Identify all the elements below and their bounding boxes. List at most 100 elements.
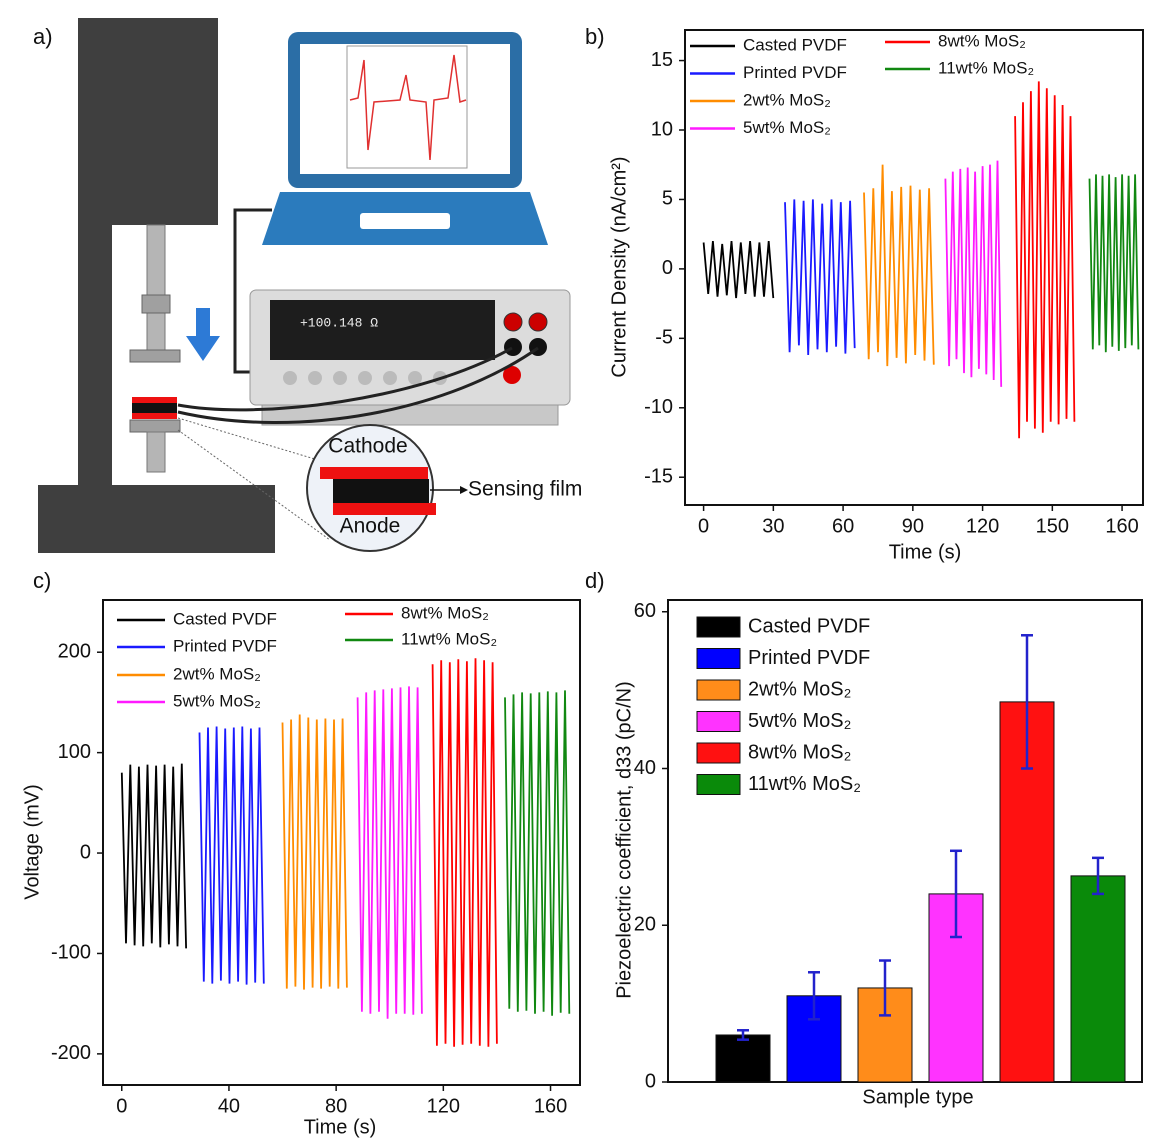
x-tick-label: 60 — [832, 515, 854, 537]
legend-swatch — [696, 679, 741, 701]
y-tick-label: 20 — [634, 914, 656, 936]
y-tick-label: -100 — [51, 942, 91, 964]
signal-line — [431, 658, 498, 1047]
panel-label: b) — [585, 24, 605, 49]
bar — [1070, 875, 1126, 1083]
y-tick-label: -15 — [644, 466, 673, 488]
cathode-label: Cathode — [328, 435, 407, 458]
shaft — [146, 224, 166, 351]
shaft-collar — [141, 294, 171, 314]
legend-label: 5wt% MoS₂ — [743, 118, 831, 137]
signal-line — [198, 726, 265, 985]
cable — [233, 208, 272, 374]
x-tick-label: 160 — [1105, 515, 1138, 537]
legend-label: 8wt% MoS₂ — [401, 603, 489, 622]
signal-line — [944, 160, 1003, 387]
cathode-layer — [320, 467, 428, 479]
y-tick-label: 40 — [634, 757, 656, 779]
meter-reading: +100.148 Ω — [300, 315, 378, 330]
y-tick-label: -200 — [51, 1042, 91, 1064]
error-bar — [737, 1029, 749, 1041]
terminal — [504, 338, 522, 356]
panel-label: d) — [585, 568, 605, 593]
legend-label: Casted PVDF — [743, 35, 847, 54]
y-tick-label: -5 — [655, 327, 673, 349]
lead-wire — [177, 346, 539, 425]
legend-label: 8wt% MoS₂ — [938, 31, 1026, 50]
y-axis-label: Piezoelectric coefficient, d33 (pC/N) — [613, 681, 635, 999]
plot-window — [346, 45, 468, 169]
signal-line — [356, 686, 423, 1019]
signal-line — [1088, 174, 1140, 353]
plot-frame — [102, 599, 581, 1086]
x-tick-label: 30 — [762, 515, 784, 537]
screen-signal — [349, 54, 467, 161]
legend-swatch — [696, 711, 741, 732]
press-column — [78, 18, 112, 488]
setup-diagram: +100.148 Ω Cathode Anode Sensing film — [38, 18, 582, 553]
terminal — [528, 312, 548, 332]
legend-swatch — [696, 774, 741, 795]
x-tick-label: 0 — [698, 515, 709, 537]
y-tick-label: 100 — [58, 741, 91, 763]
x-tick-label: 160 — [534, 1095, 567, 1117]
legend-label: 2wt% MoS₂ — [743, 90, 831, 109]
lead-wire — [177, 346, 513, 412]
legend-label: 11wt% MoS₂ — [401, 629, 497, 648]
legend-label: Printed PVDF — [748, 647, 870, 669]
y-tick-label: -10 — [644, 396, 673, 418]
y-tick-label: 0 — [662, 257, 673, 279]
x-axis-label: Sample type — [862, 1086, 973, 1108]
film-layer — [333, 479, 429, 503]
press-base — [38, 485, 275, 553]
y-axis-label: Current Density (nA/cm²) — [608, 156, 630, 377]
x-axis-label: Time (s) — [889, 541, 962, 563]
sample-film — [132, 403, 177, 413]
touchpad — [360, 213, 450, 229]
plot-frame — [684, 29, 1144, 506]
zoom-line — [177, 429, 331, 541]
legend-label: 5wt% MoS₂ — [748, 710, 851, 732]
meter-knobs — [283, 371, 447, 385]
x-tick-label: 90 — [902, 515, 924, 537]
x-tick-label: 120 — [427, 1095, 460, 1117]
anode-layer — [333, 503, 436, 515]
signal-line — [702, 241, 775, 299]
legend-swatch — [696, 616, 741, 638]
error-bar — [808, 971, 820, 1021]
x-tick-label: 80 — [325, 1095, 347, 1117]
y-axis-label: Voltage (mV) — [21, 784, 43, 900]
y-tick-label: 200 — [58, 640, 91, 662]
legend-label: 2wt% MoS₂ — [748, 678, 851, 700]
error-bar — [1021, 634, 1033, 770]
signal-line — [1014, 81, 1076, 439]
y-tick-label: 10 — [651, 118, 673, 140]
x-tick-label: 150 — [1036, 515, 1069, 537]
signal-line — [504, 690, 571, 1016]
legend-label: 8wt% MoS₂ — [748, 741, 851, 763]
lower-shaft — [146, 431, 166, 473]
legend-label: Printed PVDF — [743, 63, 847, 82]
signal-line — [863, 164, 935, 367]
film-arrowhead — [460, 486, 468, 494]
error-bar — [1092, 856, 1104, 896]
legend-swatch — [696, 742, 741, 764]
panel-label: a) — [33, 24, 53, 49]
y-tick-label: 15 — [651, 49, 673, 71]
signal-line — [784, 199, 856, 356]
legend-label: 11wt% MoS₂ — [748, 773, 861, 795]
y-tick-label: 0 — [80, 841, 91, 863]
press-arrow — [186, 308, 220, 361]
button — [503, 366, 521, 384]
legend-swatch — [696, 648, 741, 669]
y-tick-label: 0 — [645, 1070, 656, 1092]
press-head — [129, 349, 181, 363]
meter-display — [270, 300, 495, 360]
legend-label: Printed PVDF — [173, 636, 277, 655]
legend-label: 5wt% MoS₂ — [173, 691, 261, 710]
signal-line — [281, 714, 348, 990]
error-bar — [879, 959, 891, 1017]
legend-label: 11wt% MoS₂ — [938, 58, 1034, 77]
legend-label: Casted PVDF — [173, 609, 277, 628]
press-bed — [129, 419, 181, 433]
